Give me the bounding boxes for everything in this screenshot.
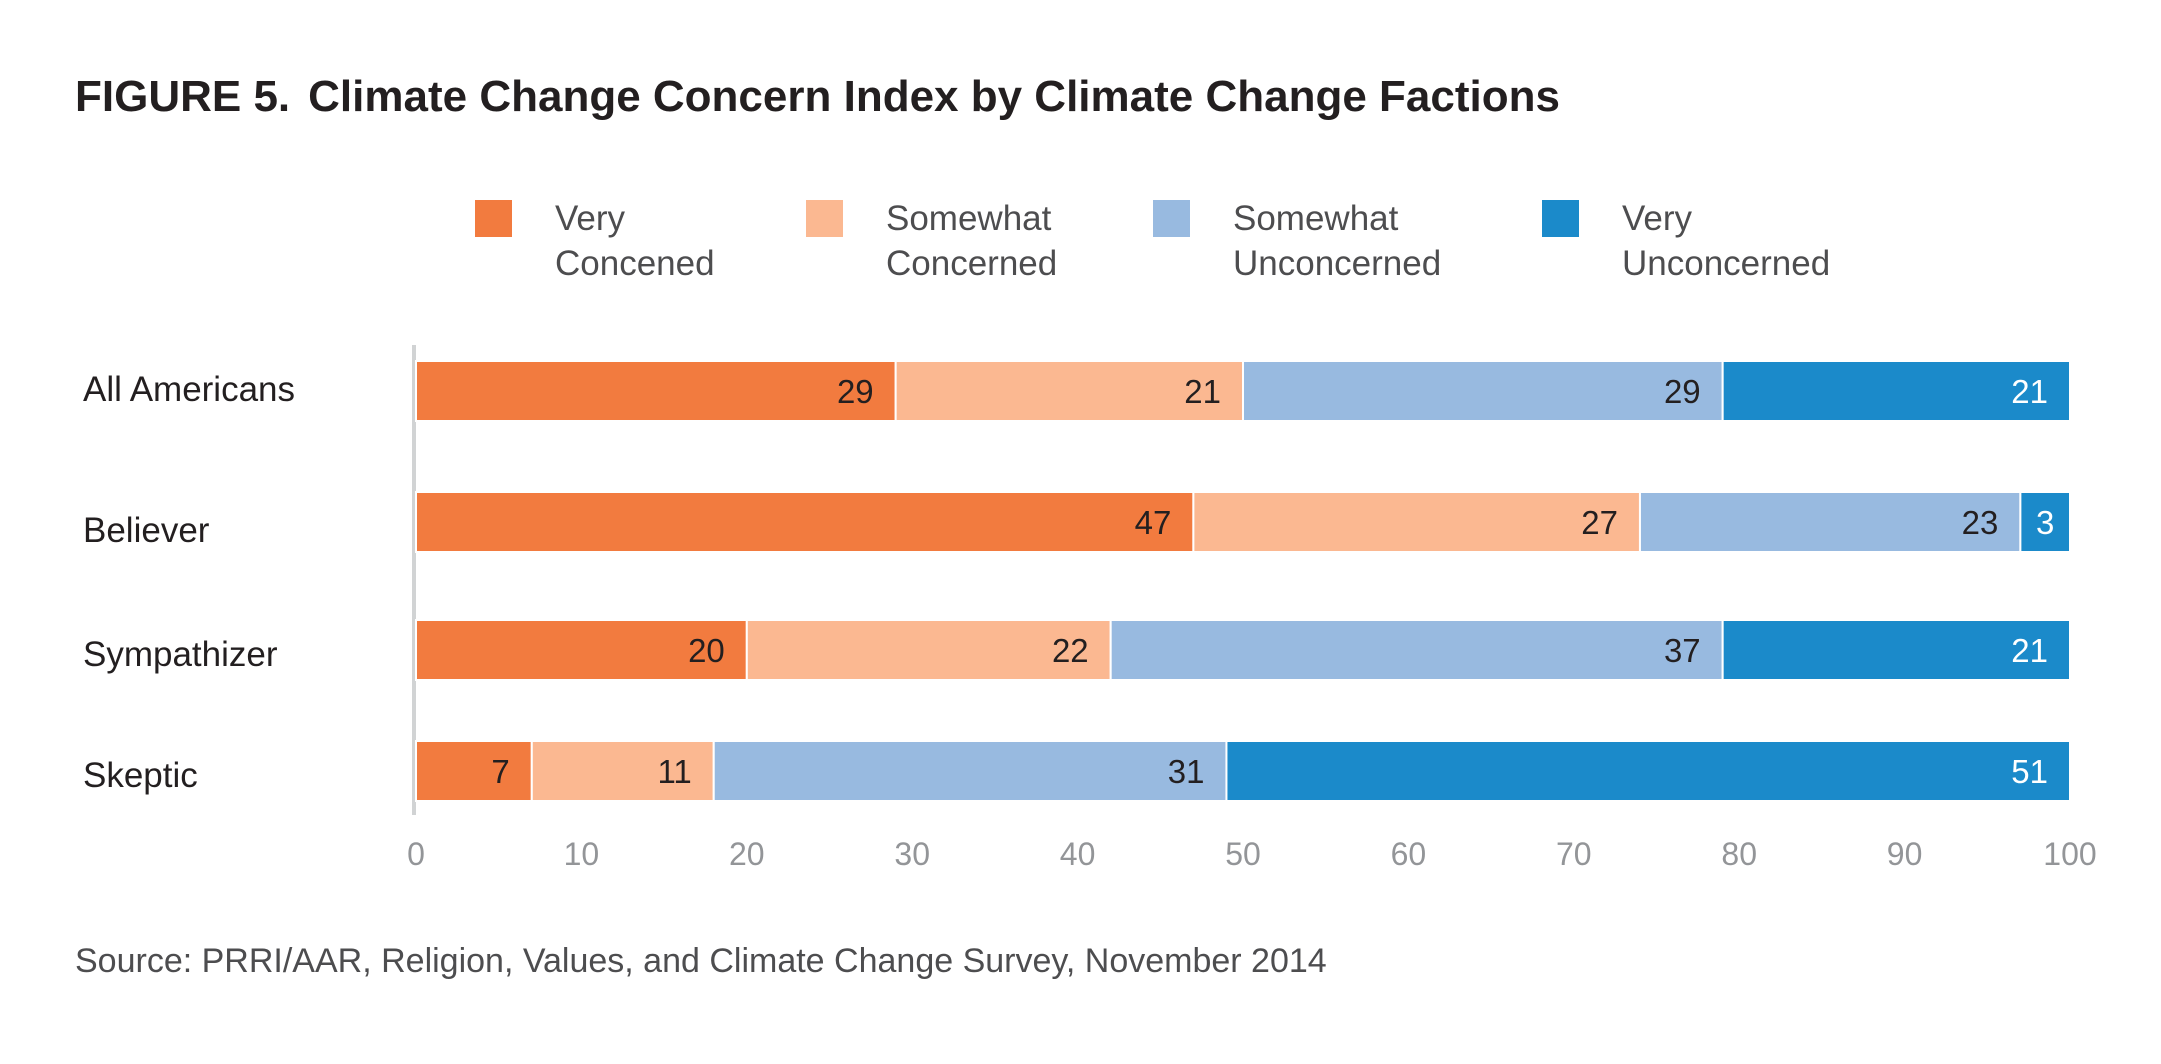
bar-segment [415, 491, 1195, 553]
data-label: 23 [1962, 504, 1999, 541]
x-tick-label: 80 [1721, 836, 1757, 872]
bar-segment [1109, 619, 1724, 681]
bars: 29 21 29 21 47 27 23 3 20 22 37 21 7 11 31 51 [415, 360, 2072, 802]
data-label: 37 [1664, 632, 1701, 669]
data-label: 21 [2011, 632, 2048, 669]
legend-label: Very [555, 199, 626, 238]
data-label: 22 [1052, 632, 1089, 669]
legend: Very Concened Somewhat Concerned Somewhat Unc… [475, 199, 1830, 283]
x-tick-label: 40 [1060, 836, 1096, 872]
data-label: 7 [491, 753, 509, 790]
x-tick-label: 0 [407, 836, 425, 872]
data-label: 51 [2011, 753, 2048, 790]
x-tick-label: 70 [1556, 836, 1592, 872]
bar-segment [894, 360, 1244, 422]
category-label: Skeptic [83, 756, 198, 795]
bar-segment [712, 740, 1228, 802]
bar-segment [1225, 740, 2071, 802]
data-label: 11 [657, 753, 691, 790]
x-tick-label: 100 [2043, 836, 2096, 872]
bar-segment [1721, 619, 2072, 681]
legend-label: Concerned [886, 244, 1057, 283]
bar-segment [1192, 491, 1641, 553]
legend-label: Very [1622, 199, 1693, 238]
source-note: Source: PRRI/AAR, Religion, Values, and … [75, 942, 1327, 980]
data-label: 20 [688, 632, 725, 669]
legend-label: Concened [555, 244, 715, 283]
figure-title: Climate Change Concern Index by Climate … [308, 72, 1560, 121]
data-label: 27 [1581, 504, 1618, 541]
x-tick-label: 60 [1391, 836, 1427, 872]
data-label: 47 [1135, 504, 1172, 541]
category-label: All Americans [83, 370, 295, 409]
x-tick-label: 20 [729, 836, 765, 872]
data-label: 21 [2011, 373, 2048, 410]
data-label: 3 [2036, 504, 2054, 541]
bar-segment [1721, 360, 2072, 422]
x-tick-label: 30 [894, 836, 930, 872]
data-label: 29 [837, 373, 874, 410]
legend-swatch [475, 200, 512, 237]
bar-segment [415, 619, 748, 681]
bar-segment [1242, 360, 1724, 422]
x-axis-tick-labels: 0 10 20 30 40 50 60 70 80 90 100 [407, 836, 2097, 872]
legend-label: Unconcerned [1233, 244, 1441, 283]
bar-segment [2019, 491, 2072, 553]
legend-swatch [1542, 200, 1579, 237]
bar-segment [745, 619, 1112, 681]
bar-segment [415, 740, 533, 802]
legend-label: Somewhat [1233, 199, 1399, 238]
category-label: Believer [83, 511, 210, 550]
legend-label: Unconcerned [1622, 244, 1830, 283]
bar-segment [415, 360, 897, 422]
legend-swatch [1153, 200, 1190, 237]
data-label: 31 [1168, 753, 1205, 790]
category-labels: All Americans Believer Sympathizer Skeptic [83, 370, 295, 795]
bar-segment [1638, 491, 2022, 553]
figure-number: FIGURE 5. [75, 72, 291, 121]
x-tick-label: 90 [1887, 836, 1923, 872]
category-label: Sympathizer [83, 635, 278, 674]
legend-swatch [806, 200, 843, 237]
data-label: 29 [1664, 373, 1701, 410]
legend-label: Somewhat [886, 199, 1052, 238]
data-label: 21 [1184, 373, 1221, 410]
chart-title: FIGURE 5. Climate Change Concern Index by… [75, 72, 1560, 122]
x-tick-label: 10 [564, 836, 600, 872]
x-tick-label: 50 [1225, 836, 1261, 872]
